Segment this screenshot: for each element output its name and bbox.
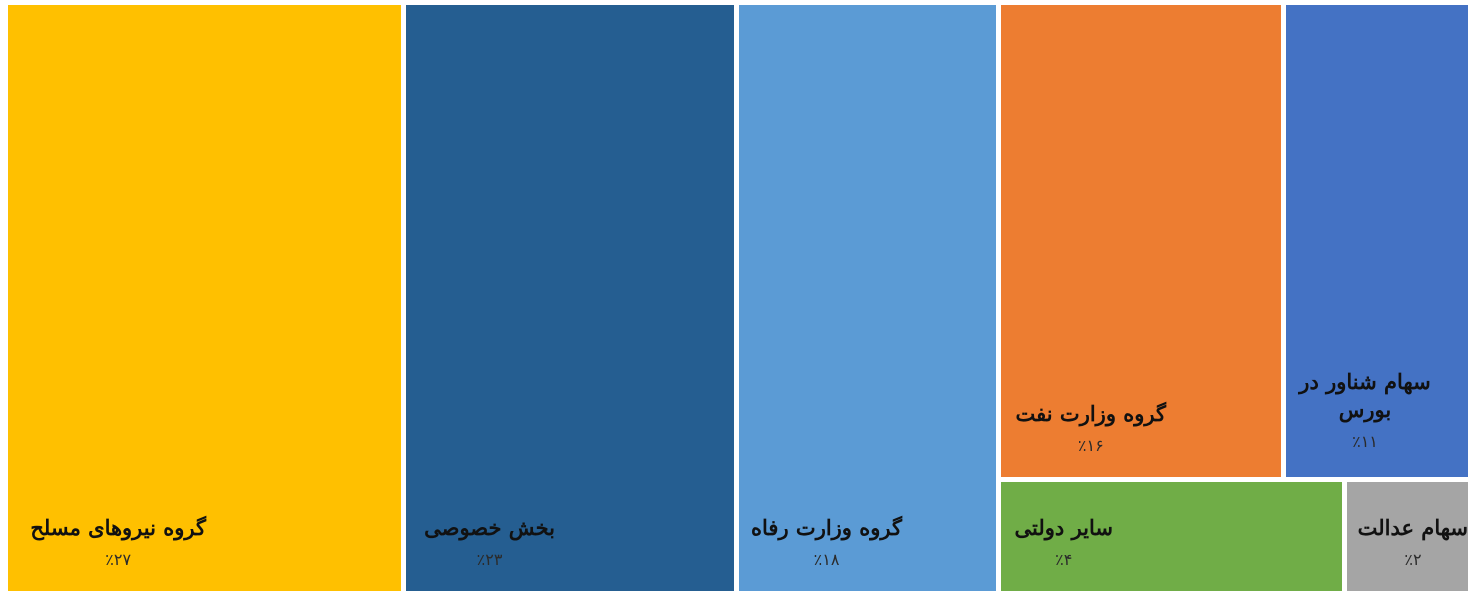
tile-category-label: گروه وزارت رفاه — [751, 515, 902, 540]
tile-value-label: ٪۴ — [1055, 550, 1073, 569]
tile-category-label: سهام عدالت — [1357, 515, 1468, 540]
tile-value-label: ٪۲۷ — [105, 550, 132, 569]
treemap-tile — [739, 5, 996, 591]
tile-category-label: بخش خصوصی — [424, 515, 555, 540]
tile-value-label: ٪۲ — [1404, 550, 1422, 569]
treemap-tile — [8, 5, 401, 591]
tile-label-block: سایر دولتی ٪۴ — [1015, 514, 1113, 572]
treemap-tile — [1347, 482, 1468, 591]
tile-category-label: گروه وزارت نفت — [1015, 401, 1166, 426]
tile-category-label: گروه نیروهای مسلح — [30, 515, 206, 540]
tile-label-block: سهام شناور در بورس ٪۱۱ — [1295, 368, 1435, 454]
tile-category-label: سهام شناور در بورس — [1299, 369, 1431, 422]
tile-label-block: گروه وزارت نفت ٪۱۶ — [1016, 400, 1166, 458]
tile-label-block: بخش خصوصی ٪۲۳ — [424, 514, 555, 572]
tile-value-label: ٪۱۱ — [1352, 432, 1378, 451]
tile-label-block: گروه وزارت رفاه ٪۱۸ — [751, 514, 902, 572]
treemap-tile — [1001, 482, 1342, 591]
tile-label-block: گروه نیروهای مسلح ٪۲۷ — [30, 514, 206, 572]
treemap-tile — [1286, 5, 1468, 477]
treemap-tile — [406, 5, 734, 591]
treemap-tile — [1001, 5, 1281, 477]
tile-label-block: سهام عدالت ٪۲ — [1358, 514, 1468, 572]
tile-value-label: ٪۱۶ — [1077, 436, 1104, 455]
tile-value-label: ٪۱۸ — [813, 550, 840, 569]
tile-value-label: ٪۲۳ — [476, 550, 503, 569]
tile-category-label: سایر دولتی — [1014, 515, 1113, 540]
